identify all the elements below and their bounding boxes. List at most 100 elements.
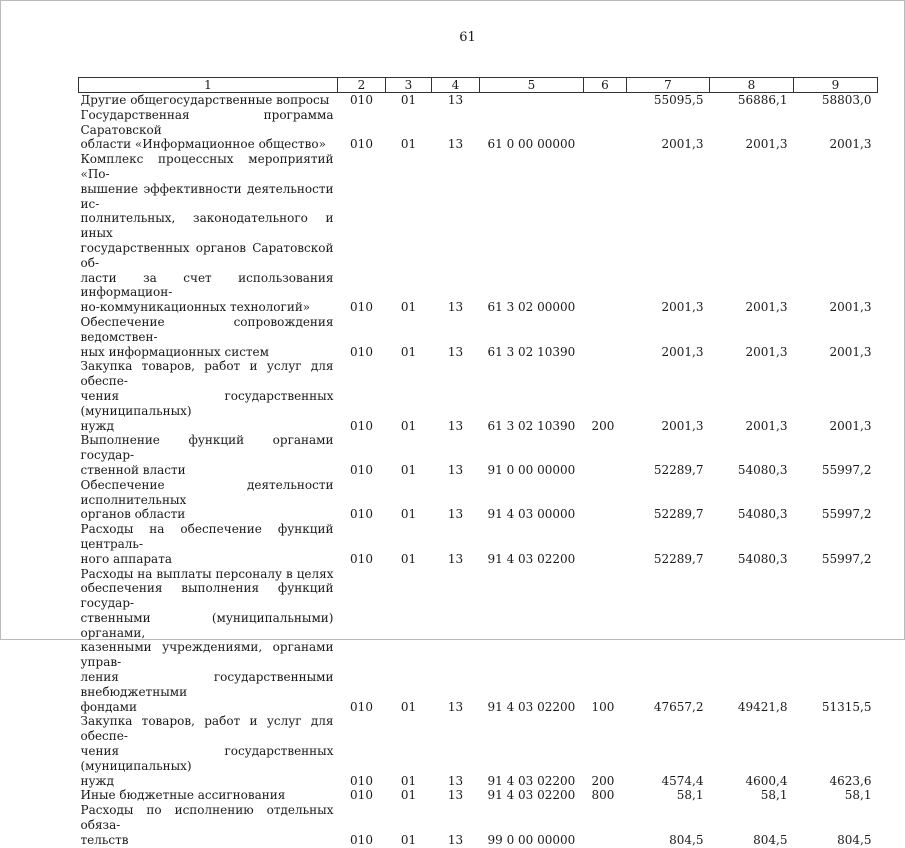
cell-expense-type: 200 [591,773,615,788]
cell-amount-year3: 2001,3 [829,418,872,433]
cell-amount-year2: 49421,8 [737,699,788,714]
column-header: 6 [583,77,627,93]
table-row: Закупка товаров, работ и услуг для обесп… [79,359,878,433]
description-line: казенными учреждениями, органами управ- [80,640,334,670]
table-row: Иные бюджетные ассигнования 010 01 13 91 4 0… [79,788,878,803]
cell-amount-year2: 2001,3 [745,137,788,152]
cell-ministry: 010 [350,93,373,107]
cell-subsection: 13 [447,699,464,714]
row-description: Выполнение функций органами государ-стве… [79,433,338,477]
cell-amount-year1: 2001,3 [661,137,704,152]
cell-ministry: 010 [350,507,373,522]
column-header: 1 [78,77,338,93]
description-line: ления государственными внебюджетными [80,670,334,699]
description-line: Обеспечение сопровождения ведомствен- [80,314,334,344]
cell-expense-type [584,433,627,477]
cell-target-article: 91 0 00 00000 [487,462,576,477]
cell-target-article: 91 4 03 00000 [487,507,576,522]
description-line: ных информационных систем [80,344,270,359]
table-row: Расходы на обеспечение функций централь-… [79,522,878,566]
description-line: Комплекс процессных мероприятий «По- [80,152,334,181]
table-row: Расходы по исполнению отдельных обяза-те… [79,803,878,847]
description-line: Другие общегосударственные вопросы [80,93,330,107]
budget-table: 1 2 3 4 5 6 7 8 9 Другие общегосударстве… [78,77,878,848]
description-line: Государственная программа Саратовской [80,107,334,137]
cell-amount-year2: 56886,1 [737,93,788,107]
cell-section: 01 [400,137,417,152]
cell-ministry: 010 [350,137,373,152]
description-line: полнительных, законодательного и иных [80,211,334,241]
row-description: Государственная программа Саратовской обл… [79,108,338,152]
cell-section: 01 [400,551,417,566]
column-header: 9 [793,77,878,93]
cell-target-article: 91 4 03 02200 [487,699,576,714]
description-line: Закупка товаров, работ и услуг для обесп… [80,714,334,744]
cell-target-article: 91 4 03 02200 [487,551,576,566]
table-row: Выполнение функций органами государ-стве… [79,433,878,477]
cell-ministry: 010 [350,551,373,566]
cell-expense-type: 200 [591,418,615,433]
description-line: фондами [80,699,138,714]
row-description: Комплекс процессных мероприятий «По-выше… [79,152,338,315]
cell-section: 01 [400,93,417,107]
cell-expense-type [584,803,627,847]
cell-ministry: 010 [350,773,373,788]
cell-subsection: 13 [447,462,464,477]
row-description: Расходы на выплаты персоналу в целях обес… [79,567,338,715]
column-header: 8 [709,77,794,93]
header-row: 1 2 3 4 5 6 7 8 9 [78,77,878,93]
row-description: Расходы по исполнению отдельных обяза-те… [79,803,338,847]
row-description: Расходы на обеспечение функций централь-… [79,522,338,566]
description-line: ласти за счет использования информацион- [80,270,334,300]
cell-amount-year3: 2001,3 [829,137,872,152]
cell-ministry: 010 [350,832,373,847]
description-line: вышение эффективности деятельности ис- [80,181,334,211]
cell-section: 01 [400,300,417,315]
description-line: государственных органов Саратовской об- [80,240,334,270]
cell-expense-type [584,522,627,566]
cell-section: 01 [400,699,417,714]
description-line: Обеспечение деятельности исполнительных [80,477,334,507]
cell-section: 01 [400,462,417,477]
cell-amount-year3: 804,5 [837,832,872,847]
cell-amount-year2: 804,5 [753,832,788,847]
column-header: 3 [385,77,432,93]
description-line: но-коммуникационных технологий» [80,300,311,315]
cell-target-article: 61 3 02 10390 [487,418,576,433]
column-header: 4 [431,77,480,93]
description-line: Расходы по исполнению отдельных обяза- [80,803,334,833]
cell-subsection: 13 [447,418,464,433]
cell-subsection: 13 [447,832,464,847]
column-header: 5 [479,77,584,93]
description-line: Расходы на обеспечение функций централь- [80,522,334,551]
description-line: области «Информационное общество» [80,137,326,152]
cell-amount-year3: 58803,0 [821,93,872,107]
cell-amount-year1: 804,5 [669,832,704,847]
cell-expense-type [584,93,627,108]
cell-section: 01 [400,418,417,433]
cell-subsection: 13 [447,137,464,152]
cell-amount-year3: 58,1 [844,788,872,803]
cell-target-article: 61 3 02 00000 [487,300,576,315]
cell-target-article [480,93,584,108]
cell-target-article: 61 0 00 00000 [487,137,576,152]
cell-amount-year1: 2001,3 [661,344,704,359]
cell-target-article: 91 4 03 02200 [487,773,576,788]
cell-amount-year3: 55997,2 [821,462,872,477]
cell-amount-year1: 2001,3 [661,300,704,315]
table-row: Обеспечение сопровождения ведомствен-ных… [79,315,878,359]
cell-expense-type [584,478,627,522]
cell-amount-year1: 47657,2 [653,699,704,714]
cell-amount-year1: 2001,3 [661,418,704,433]
description-line: ного аппарата [80,551,172,566]
cell-subsection: 13 [447,551,464,566]
cell-amount-year3: 51315,5 [821,699,872,714]
cell-section: 01 [400,832,417,847]
cell-ministry: 010 [350,788,373,803]
cell-expense-type: 800 [591,788,615,803]
cell-target-article: 99 0 00 00000 [487,832,576,847]
description-line: нужд [80,773,115,788]
cell-amount-year1: 52289,7 [653,507,704,522]
cell-ministry: 010 [350,418,373,433]
description-line: тельств [80,832,129,847]
